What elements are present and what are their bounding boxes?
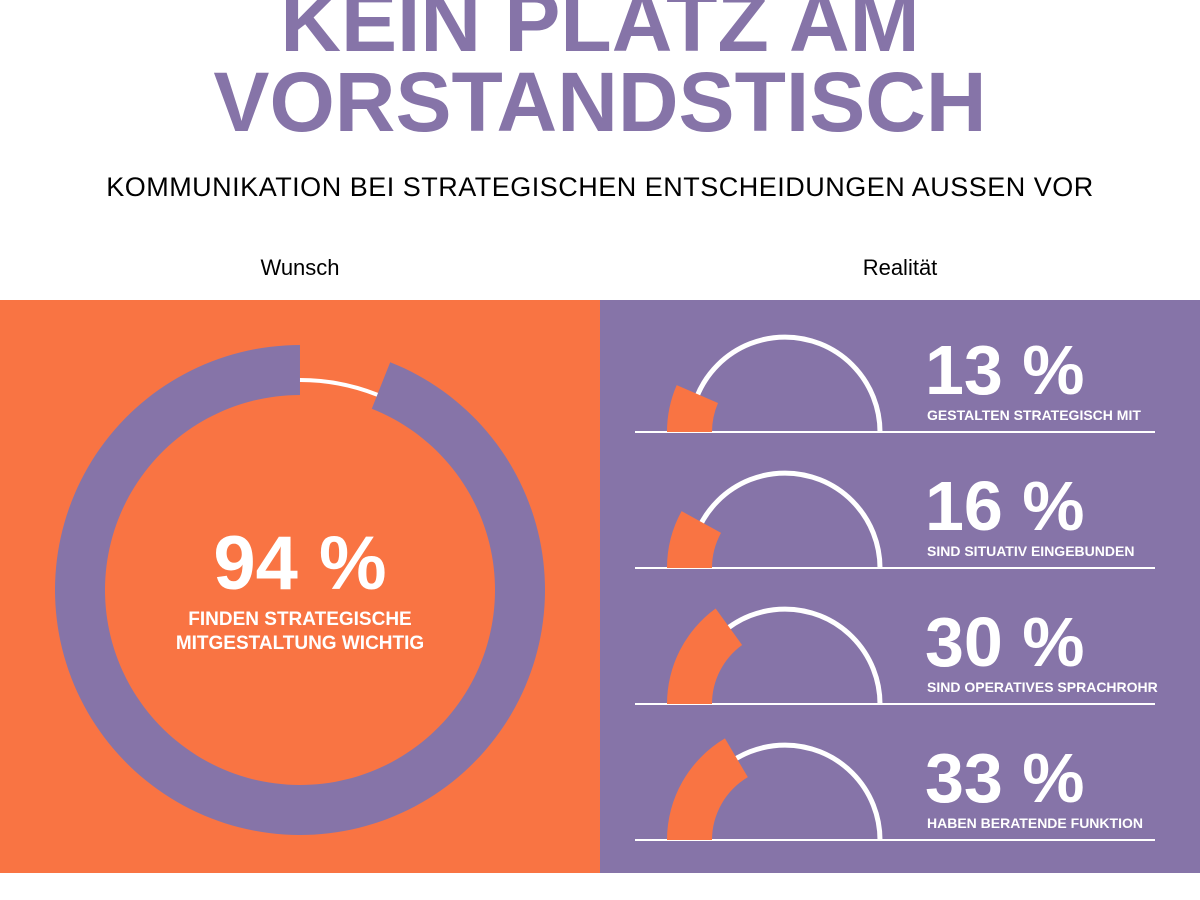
category-label: HABEN BERATENDE FUNKTION bbox=[927, 815, 1143, 831]
gauge-bar bbox=[667, 608, 743, 704]
category-label: FINDEN STRATEGISCHE MITGESTALTUNG WICHTI… bbox=[175, 609, 425, 654]
value-label: 30 % bbox=[925, 603, 1085, 681]
value-label: 33 % bbox=[925, 739, 1085, 817]
panel-title: Wunsch bbox=[260, 255, 340, 280]
title-line: VORSTANDSTISCH bbox=[213, 55, 987, 149]
panel-title: Realität bbox=[862, 255, 938, 280]
title-line: KEIN PLATZ AM bbox=[280, 0, 920, 69]
value-label: 16 % bbox=[925, 467, 1085, 545]
subtitle: KOMMUNIKATION BEI STRATEGISCHEN ENTSCHEI… bbox=[106, 172, 1094, 202]
gauge-bar bbox=[667, 385, 719, 432]
gauge-bar bbox=[667, 738, 748, 840]
category-label: GESTALTEN STRATEGISCH MIT bbox=[927, 407, 1141, 423]
gauge-track bbox=[687, 334, 883, 433]
gauge-bar bbox=[667, 511, 722, 568]
value-label: 94 % bbox=[213, 521, 387, 606]
category-label: SIND OPERATIVES SPRACHROHR bbox=[927, 679, 1158, 695]
value-label: 13 % bbox=[925, 331, 1085, 409]
title: KEIN PLATZ AM VORSTANDSTISCH bbox=[0, 0, 1200, 149]
category-label: SIND SITUATIV EINGEBUNDEN bbox=[927, 543, 1135, 559]
